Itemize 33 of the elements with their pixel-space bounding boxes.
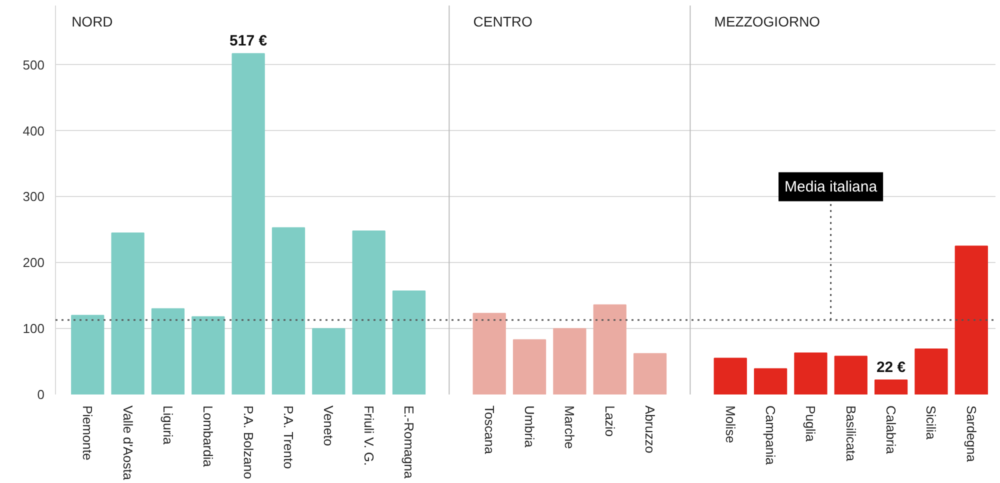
annotation: NORD <box>72 14 113 30</box>
x-tick-label: Lazio <box>602 406 618 437</box>
x-tick-label: Umbria <box>522 406 538 448</box>
x-tick-label: Calabria <box>884 406 899 455</box>
x-tick-label: Liguria <box>160 406 176 446</box>
x-tick-label: Basilicata <box>843 406 858 462</box>
x-tick-label: Molise <box>722 406 738 444</box>
x-tick-label: Marche <box>562 406 578 449</box>
ref-line-label: Media italiana <box>784 178 878 196</box>
x-tick-label: Toscana <box>482 406 497 455</box>
x-tick-label: Friuli V. G. <box>361 406 376 466</box>
x-tick-label: Sicilia <box>924 406 939 440</box>
annotation: CENTRO <box>473 14 532 30</box>
y-tick-label: 300 <box>22 189 45 204</box>
x-tick-label: Puglia <box>803 406 818 442</box>
y-tick-label: 0 <box>37 387 45 402</box>
x-tick-label: Abruzzo <box>642 406 658 454</box>
y-tick-label: 100 <box>22 321 45 336</box>
y-tick-label: 400 <box>22 123 45 138</box>
y-tick-label: 500 <box>22 57 45 72</box>
x-tick-label: Piemonte <box>80 406 96 460</box>
x-tick-label: Campania <box>763 406 778 466</box>
x-tick-label: P.A. Trento <box>280 406 296 469</box>
data-label: 22 € <box>876 358 906 376</box>
y-tick-label: 200 <box>22 255 45 270</box>
x-tick-label: Lombardia <box>200 406 216 468</box>
x-tick-label: Valle d'Aosta <box>120 406 136 481</box>
x-tick-label: Sardegna <box>964 406 979 463</box>
data-label: 517 € <box>230 32 268 50</box>
x-tick-label: E.-Romagna <box>402 406 417 480</box>
annotation: MEZZOGIORNO <box>714 14 820 30</box>
x-tick-label: Veneto <box>321 406 336 446</box>
x-tick-label: P.A. Bolzano <box>240 406 256 479</box>
